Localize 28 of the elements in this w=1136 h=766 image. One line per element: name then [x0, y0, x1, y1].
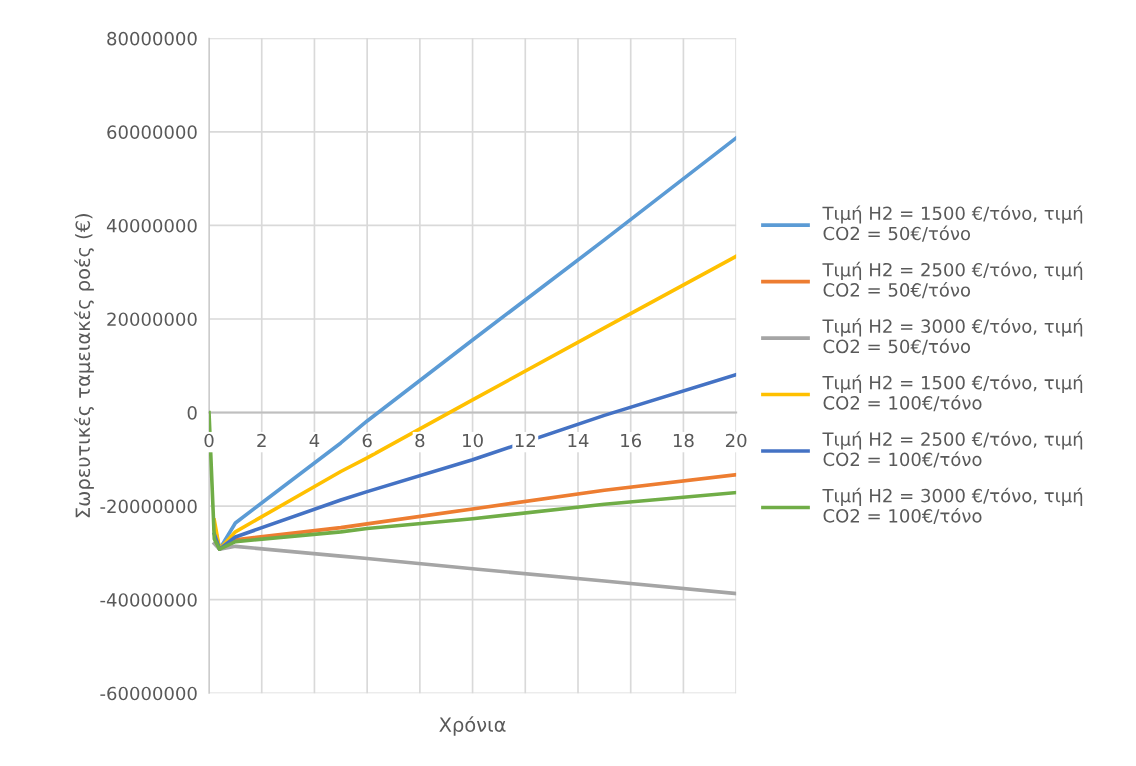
x-tick-label: 2 — [257, 433, 266, 448]
y-tick-label: 80000000 — [107, 31, 197, 46]
y-tick-label: 60000000 — [107, 125, 197, 139]
y-tick-label: -20000000 — [100, 499, 197, 514]
x-tick-label: 10 — [463, 433, 483, 448]
line-series — [212, 541, 737, 596]
x-tick-label: 18 — [673, 433, 694, 448]
x-tick-label: 20 — [725, 433, 747, 448]
y-axis-title: Σωρευτικές ταμειακές ροές (€) — [74, 214, 94, 518]
legend-label: Τιμή H2 = 3000 €/τόνο, τιμή CO2 = 50€/τόνο — [822, 318, 1083, 355]
y-tick-label: 40000000 — [106, 218, 197, 233]
x-axis-title: Χρόνια — [439, 716, 506, 736]
x-tick-label: 16 — [621, 433, 642, 448]
legend-label: Τιμή H2 = 2500 €/τόνο, τιμή CO2 = 100€/τόνο — [822, 431, 1083, 468]
y-tick-label: -40000000 — [100, 593, 197, 607]
x-tick-label: 12 — [515, 433, 535, 448]
x-tick-label: 6 — [362, 433, 372, 448]
legend-label: Τιμή H2 = 1500 €/τόνο, τιμή CO2 = 100€/τόνο — [822, 374, 1083, 412]
legend-label: Τιμή H2 = 2500 €/τόνο, τιμή CO2 = 50€/τόνο — [822, 261, 1083, 299]
x-tick-label: 4 — [309, 433, 320, 448]
y-tick-label: 20000000 — [107, 312, 197, 327]
y-tick-label: -60000000 — [100, 686, 197, 701]
legend-label: Τιμή H2 = 1500 €/τόνο, τιμή CO2 = 50€/τόνο — [822, 205, 1083, 242]
x-tick-label: 0 — [204, 433, 214, 448]
x-tick-label: 14 — [568, 433, 589, 448]
legend-label: Τιμή H2 = 3000 €/τόνο, τιμή CO2 = 100€/τόνο — [822, 487, 1083, 525]
y-tick-label: 0 — [187, 406, 197, 420]
x-tick-label: 8 — [415, 433, 425, 448]
